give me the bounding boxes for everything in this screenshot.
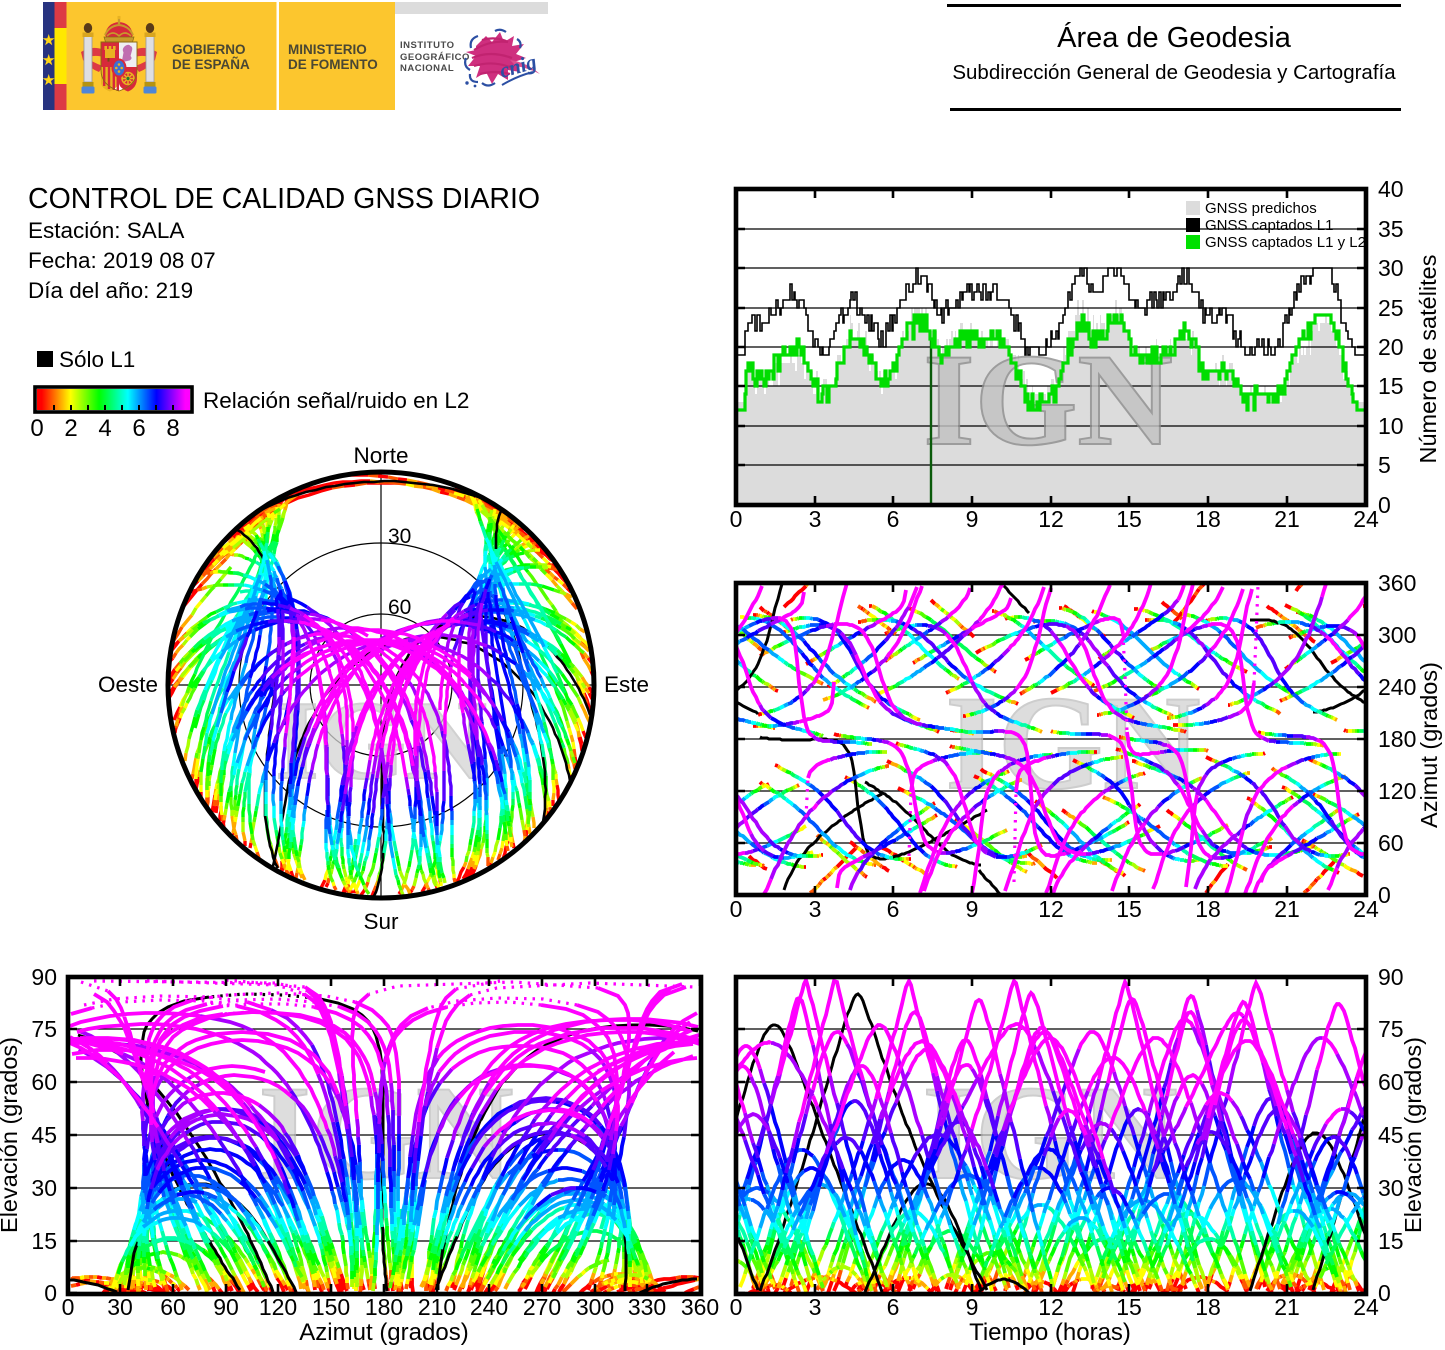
svg-text:240: 240: [470, 1294, 508, 1320]
svg-text:45: 45: [1378, 1122, 1404, 1148]
svg-text:35: 35: [1378, 216, 1404, 242]
svg-text:21: 21: [1274, 506, 1300, 532]
svg-text:18: 18: [1195, 1294, 1221, 1320]
svg-text:180: 180: [365, 1294, 403, 1320]
svg-text:6: 6: [887, 1294, 900, 1320]
svg-text:24: 24: [1353, 1294, 1379, 1320]
svg-text:Norte: Norte: [353, 443, 408, 468]
svg-text:210: 210: [418, 1294, 456, 1320]
svg-text:15: 15: [1378, 373, 1404, 399]
svg-text:75: 75: [31, 1016, 57, 1042]
svg-text:8: 8: [166, 415, 179, 441]
svg-text:Tiempo (horas): Tiempo (horas): [969, 1319, 1131, 1346]
svg-text:0: 0: [30, 415, 43, 441]
svg-text:330: 330: [628, 1294, 666, 1320]
svg-text:45: 45: [31, 1122, 57, 1148]
svg-text:10: 10: [1378, 413, 1404, 439]
svg-text:3: 3: [809, 506, 822, 532]
svg-text:Elevación (grados): Elevación (grados): [0, 1037, 22, 1233]
svg-text:60: 60: [388, 596, 411, 619]
svg-text:4: 4: [98, 415, 111, 441]
svg-text:GNSS predichos: GNSS predichos: [1205, 200, 1317, 217]
svg-text:18: 18: [1195, 896, 1221, 922]
svg-text:0: 0: [730, 506, 743, 532]
svg-text:0: 0: [62, 1294, 75, 1320]
svg-text:0: 0: [1378, 1280, 1391, 1306]
svg-text:12: 12: [1038, 1294, 1064, 1320]
svg-text:Azimut (grados): Azimut (grados): [299, 1319, 468, 1346]
svg-text:Este: Este: [604, 672, 649, 697]
svg-text:24: 24: [1353, 506, 1379, 532]
svg-text:GNSS captados L1: GNSS captados L1: [1205, 217, 1333, 234]
svg-text:6: 6: [887, 506, 900, 532]
svg-text:90: 90: [1378, 964, 1404, 990]
svg-text:Número de satélites: Número de satélites: [1415, 255, 1441, 464]
svg-text:15: 15: [1116, 896, 1142, 922]
svg-text:9: 9: [966, 896, 979, 922]
svg-text:75: 75: [1378, 1016, 1404, 1042]
svg-text:15: 15: [1378, 1228, 1404, 1254]
svg-text:180: 180: [1378, 726, 1416, 752]
svg-text:0: 0: [730, 896, 743, 922]
svg-text:0: 0: [730, 1294, 743, 1320]
svg-text:30: 30: [1378, 255, 1404, 281]
svg-text:15: 15: [1116, 1294, 1142, 1320]
svg-text:300: 300: [576, 1294, 614, 1320]
svg-text:360: 360: [1378, 570, 1416, 596]
svg-text:60: 60: [1378, 1069, 1404, 1095]
svg-text:24: 24: [1353, 896, 1379, 922]
svg-text:30: 30: [31, 1175, 57, 1201]
svg-text:6: 6: [132, 415, 145, 441]
svg-text:18: 18: [1195, 506, 1221, 532]
svg-text:300: 300: [1378, 622, 1416, 648]
svg-text:15: 15: [31, 1228, 57, 1254]
svg-text:Elevación (grados): Elevación (grados): [1400, 1037, 1426, 1233]
svg-text:60: 60: [31, 1069, 57, 1095]
svg-text:25: 25: [1378, 295, 1404, 321]
svg-text:30: 30: [1378, 1175, 1404, 1201]
svg-text:Azimut (grados): Azimut (grados): [1416, 662, 1442, 828]
svg-text:GNSS captados L1 y L2: GNSS captados L1 y L2: [1205, 234, 1366, 251]
svg-text:21: 21: [1274, 1294, 1300, 1320]
svg-text:30: 30: [388, 525, 411, 548]
svg-text:20: 20: [1378, 334, 1404, 360]
svg-text:3: 3: [809, 896, 822, 922]
svg-text:120: 120: [259, 1294, 297, 1320]
svg-text:6: 6: [887, 896, 900, 922]
svg-text:360: 360: [681, 1294, 719, 1320]
svg-text:Oeste: Oeste: [98, 672, 158, 697]
svg-text:60: 60: [1378, 830, 1404, 856]
svg-text:12: 12: [1038, 896, 1064, 922]
svg-text:60: 60: [160, 1294, 186, 1320]
svg-text:90: 90: [31, 964, 57, 990]
svg-text:270: 270: [523, 1294, 561, 1320]
svg-text:12: 12: [1038, 506, 1064, 532]
svg-text:0: 0: [1378, 492, 1391, 518]
svg-text:5: 5: [1378, 452, 1391, 478]
svg-text:0: 0: [44, 1280, 57, 1306]
svg-text:90: 90: [213, 1294, 239, 1320]
svg-text:2: 2: [64, 415, 77, 441]
svg-text:240: 240: [1378, 674, 1416, 700]
svg-text:40: 40: [1378, 176, 1404, 202]
svg-text:9: 9: [966, 506, 979, 532]
svg-text:Sur: Sur: [363, 909, 399, 934]
svg-text:0: 0: [1378, 882, 1391, 908]
svg-text:15: 15: [1116, 506, 1142, 532]
svg-text:21: 21: [1274, 896, 1300, 922]
svg-text:3: 3: [809, 1294, 822, 1320]
svg-text:30: 30: [107, 1294, 133, 1320]
svg-text:9: 9: [966, 1294, 979, 1320]
svg-text:120: 120: [1378, 778, 1416, 804]
svg-text:150: 150: [312, 1294, 350, 1320]
